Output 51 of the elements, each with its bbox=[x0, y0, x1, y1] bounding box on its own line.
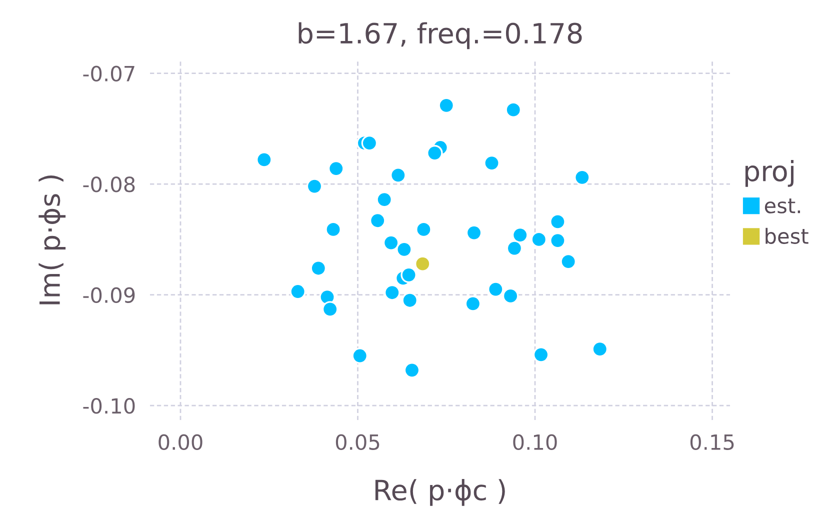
x-tick-label: 0.10 bbox=[513, 434, 557, 450]
point bbox=[402, 292, 418, 308]
point bbox=[466, 224, 482, 241]
x-tick-label: 0.15 bbox=[690, 434, 734, 450]
point bbox=[361, 134, 378, 152]
point bbox=[396, 241, 412, 258]
point bbox=[352, 348, 368, 364]
point bbox=[426, 144, 443, 162]
point bbox=[414, 256, 431, 272]
point bbox=[550, 214, 566, 230]
point bbox=[400, 266, 417, 284]
point bbox=[574, 169, 590, 186]
y-axis-title: Im( p·ϕs ) bbox=[38, 175, 66, 304]
x-tick-label: 0.05 bbox=[336, 434, 380, 450]
point bbox=[328, 160, 344, 177]
y-tick-label: -0.07 bbox=[83, 66, 134, 82]
point bbox=[512, 226, 528, 244]
point bbox=[369, 212, 386, 229]
point bbox=[488, 281, 504, 298]
legend-label: est. bbox=[764, 198, 800, 214]
point bbox=[505, 102, 522, 118]
point bbox=[390, 167, 406, 184]
point bbox=[404, 362, 420, 378]
y-tick-label: -0.08 bbox=[83, 176, 135, 192]
point bbox=[416, 221, 432, 238]
point bbox=[382, 234, 400, 251]
point bbox=[502, 288, 519, 304]
point bbox=[592, 340, 608, 358]
point bbox=[464, 296, 482, 312]
point bbox=[306, 178, 323, 194]
point bbox=[530, 231, 548, 248]
point bbox=[532, 346, 550, 363]
y-tick-label: -0.10 bbox=[83, 398, 135, 414]
legend-title: proj bbox=[745, 160, 794, 187]
chart-title: b=1.67, freq.=0.178 bbox=[298, 22, 582, 50]
point bbox=[325, 221, 342, 238]
x-tick-label: 0.00 bbox=[158, 434, 202, 450]
y-tick-label: -0.09 bbox=[83, 287, 135, 304]
point bbox=[290, 283, 306, 300]
point bbox=[322, 301, 338, 318]
point bbox=[484, 154, 500, 172]
point bbox=[560, 253, 576, 270]
point bbox=[256, 152, 272, 168]
point bbox=[438, 97, 454, 114]
point bbox=[310, 260, 327, 276]
point bbox=[376, 191, 392, 208]
point bbox=[550, 232, 566, 249]
legend-label: best bbox=[766, 228, 808, 244]
x-axis-title: Re( p·ϕc ) bbox=[375, 479, 505, 506]
point bbox=[506, 240, 523, 256]
point bbox=[384, 284, 400, 301]
